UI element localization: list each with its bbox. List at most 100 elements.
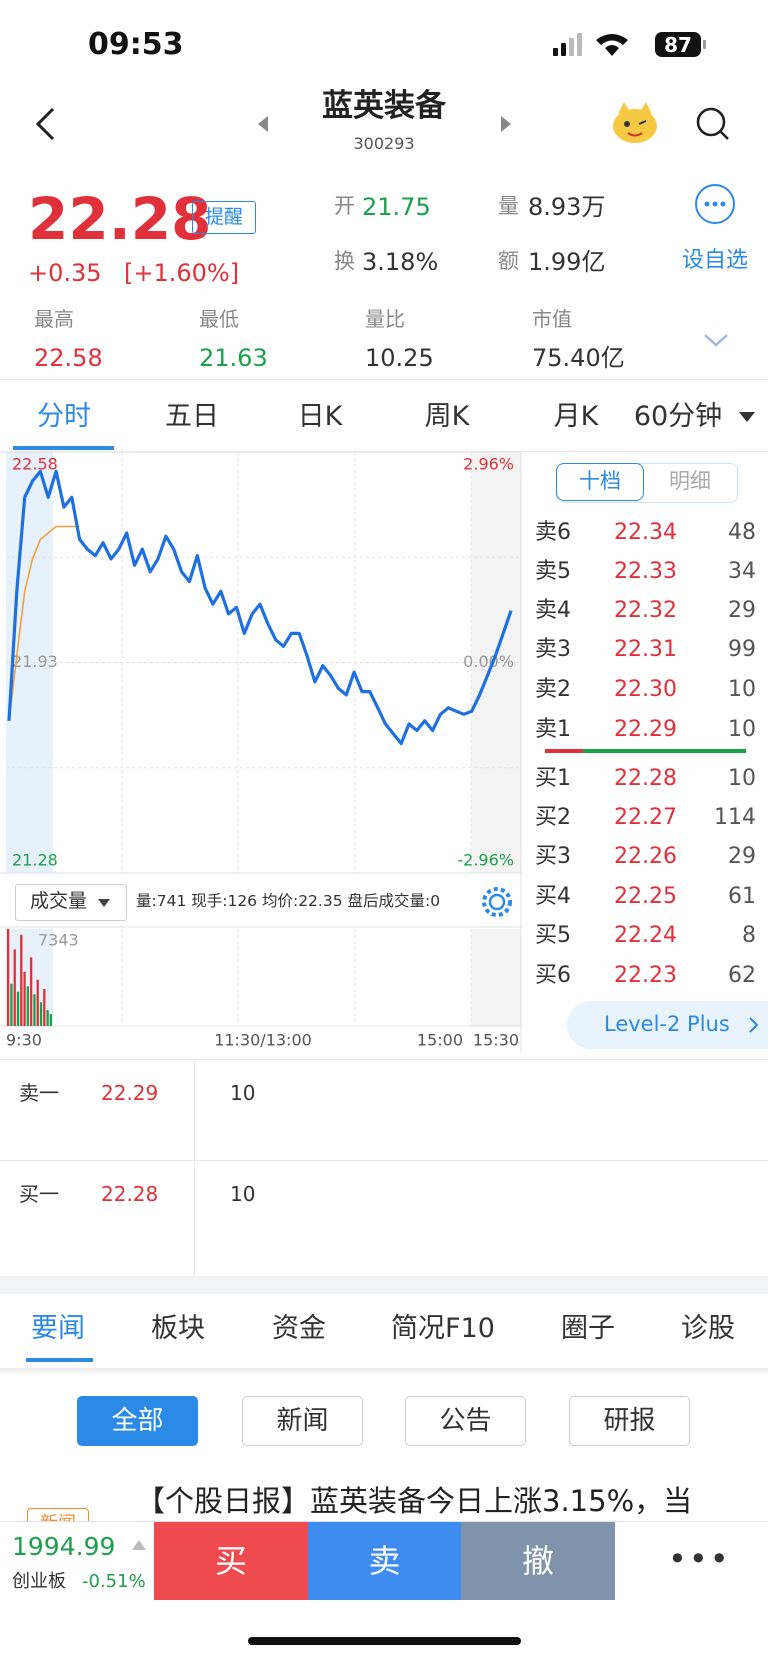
volume-bar: [33, 994, 36, 1026]
add-watchlist[interactable]: 设自选: [681, 248, 748, 273]
tab-underline: [26, 1358, 93, 1362]
level2-chevron: [749, 1017, 759, 1033]
remind-button[interactable]: 提醒: [192, 201, 256, 234]
divider: [0, 1160, 768, 1161]
index-value: 1994.99: [12, 1532, 116, 1561]
volume-bar: [7, 929, 10, 1026]
row-price: 22.29: [101, 1081, 159, 1105]
trade-button[interactable]: 买: [154, 1522, 308, 1600]
back-button[interactable]: [33, 106, 59, 142]
stock-name: 蓝英装备: [322, 88, 446, 124]
price-change-pct: [+1.60%]: [124, 259, 240, 287]
book-volume: 114: [714, 805, 756, 830]
news-tab[interactable]: 要闻: [31, 1313, 85, 1344]
open-label: 开: [334, 194, 355, 218]
chart-tab[interactable]: 日K: [297, 401, 343, 432]
book-label: 买3: [535, 844, 571, 869]
index-arrow: [132, 1540, 146, 1550]
trade-button[interactable]: 卖: [307, 1522, 462, 1600]
index-change: -0.51%: [82, 1571, 146, 1592]
filter-chip[interactable]: 公告: [405, 1396, 526, 1446]
y2-tick-label: 2.96%: [463, 455, 514, 474]
news-tab[interactable]: 资金: [272, 1313, 326, 1344]
expand-chevron[interactable]: [702, 332, 730, 348]
news-headline[interactable]: 【个股日报】蓝英装备今日上涨3.15%，当: [136, 1484, 693, 1518]
book-price: 22.30: [614, 677, 677, 702]
more-menu[interactable]: •••: [668, 1540, 731, 1578]
book-price: 22.33: [614, 559, 677, 584]
trade-button[interactable]: 撤: [461, 1522, 615, 1600]
chart-tab[interactable]: 月K: [553, 401, 599, 432]
open-value: 21.75: [362, 193, 431, 221]
amount-label: 额: [498, 249, 519, 273]
stat-value: 10.25: [365, 344, 434, 372]
book-tab[interactable]: 十档: [579, 469, 621, 493]
chart-tab[interactable]: 五日: [165, 401, 219, 432]
prev-stock[interactable]: [256, 114, 270, 134]
next-stock[interactable]: [499, 114, 513, 134]
book-label: 卖1: [535, 717, 571, 742]
book-price: 22.23: [614, 963, 677, 988]
tab-underline: [13, 446, 114, 450]
dropdown-arrow: [739, 412, 755, 422]
book-divider-ask: [545, 749, 583, 753]
news-tab[interactable]: 板块: [151, 1313, 205, 1344]
volume-bar: [23, 971, 26, 1026]
more-button[interactable]: [694, 183, 736, 225]
book-price: 22.29: [614, 717, 677, 742]
book-label: 卖2: [535, 677, 571, 702]
volume-bar: [43, 989, 46, 1026]
stock-code: 300293: [353, 134, 415, 153]
book-volume: 10: [728, 677, 756, 702]
news-tab[interactable]: 简况F10: [391, 1313, 495, 1344]
book-label: 买5: [535, 923, 571, 948]
volume-bar: [20, 934, 23, 1026]
price-change: +0.35: [28, 259, 102, 287]
search-button[interactable]: [695, 106, 731, 142]
status-time: 09:53: [88, 27, 184, 62]
chart-tab[interactable]: 分时: [37, 401, 91, 432]
volume-bar: [13, 949, 16, 1026]
index-name: 创业板: [12, 1571, 66, 1592]
volume-selector[interactable]: [15, 884, 127, 921]
volume-selector-label: 成交量: [30, 890, 88, 912]
book-volume: 29: [728, 844, 756, 869]
home-indicator: [248, 1637, 521, 1645]
stat-value: 21.63: [199, 344, 268, 372]
divider: [0, 379, 768, 380]
y2-tick-label: -2.96%: [457, 851, 514, 870]
turnover-label: 换: [334, 249, 355, 273]
book-volume: 29: [728, 598, 756, 623]
price-line: [7, 469, 513, 746]
filter-chip[interactable]: 全部: [77, 1396, 198, 1446]
book-tab-active: [556, 463, 644, 501]
settings-button[interactable]: [479, 884, 515, 920]
volume-value: 8.93万: [528, 193, 606, 221]
book-label: 卖4: [535, 598, 571, 623]
volume-info: 量:741 现手:126 均价:22.35 盘后成交量:0: [136, 892, 441, 910]
filter-chip[interactable]: 新闻: [242, 1396, 363, 1446]
book-volume: 10: [728, 766, 756, 791]
news-tab[interactable]: 圈子: [561, 1313, 615, 1344]
book-price: 22.31: [614, 637, 677, 662]
book-tab[interactable]: 明细: [669, 469, 711, 493]
y-tick-label: 21.93: [12, 652, 58, 671]
stat-label: 市值: [532, 307, 572, 331]
row-label: 买一: [19, 1182, 59, 1206]
mascot-icon[interactable]: [610, 100, 660, 146]
level2-button[interactable]: [567, 1001, 768, 1049]
book-price: 22.34: [614, 520, 677, 545]
time-label: 9:30: [6, 1031, 42, 1050]
chart-tab[interactable]: 周K: [424, 401, 470, 432]
filter-chip[interactable]: 研报: [569, 1396, 690, 1446]
intraday-chart: 21.28 21.93 22.58 -2.96% 0.00% 2.96% 7343 9:30 1…: [0, 452, 522, 1052]
book-volume: 10: [728, 717, 756, 742]
last-price: 22.28: [28, 185, 212, 253]
y-tick-label: 21.28: [12, 851, 58, 870]
volume-bar: [39, 1002, 43, 1026]
chart-tab[interactable]: 60分钟: [633, 401, 723, 432]
news-tab[interactable]: 诊股: [681, 1313, 735, 1344]
stat-label: 量比: [365, 307, 405, 331]
stat-value: 22.58: [34, 344, 103, 372]
